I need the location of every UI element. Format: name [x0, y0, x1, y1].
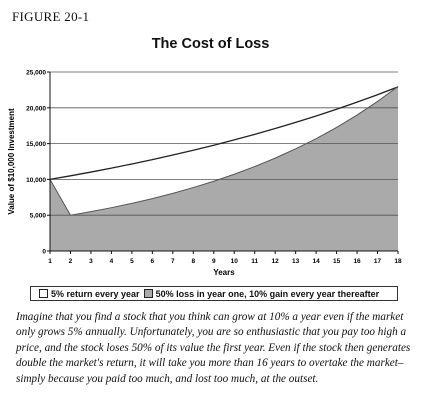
- y-tick-label: 15,000: [26, 141, 46, 148]
- x-tick-label: 6: [151, 258, 155, 265]
- legend-swatch-loss: [143, 289, 153, 298]
- caption: Imagine that you find a stock that you t…: [16, 311, 411, 385]
- chart-title: The Cost of Loss: [151, 36, 270, 52]
- y-tick-label: 20,000: [26, 105, 46, 112]
- figure-label: FIGURE 20-1: [12, 9, 90, 24]
- y-tick-label: 5,000: [30, 213, 47, 220]
- legend-swatch-5pct: [39, 289, 48, 298]
- x-tick-label: 13: [292, 258, 300, 265]
- x-tick-label: 8: [191, 258, 195, 265]
- y-tick-label: 25,000: [26, 70, 46, 77]
- area-5pct-series: [50, 86, 398, 216]
- y-axis-label: Value of $10,000 Investment: [7, 108, 16, 215]
- area-loss-series: [50, 86, 398, 252]
- x-tick-label: 11: [251, 258, 258, 265]
- x-tick-label: 7: [171, 258, 175, 265]
- legend: 5% return every year 50% loss in year on…: [30, 286, 398, 301]
- x-tick-label: 12: [272, 258, 280, 265]
- y-tick-label: 0: [42, 249, 46, 256]
- x-axis-label: Years: [213, 268, 235, 277]
- x-tick-label: 15: [333, 258, 341, 265]
- x-tick-label: 2: [69, 258, 73, 265]
- x-tick-label: 16: [353, 258, 361, 265]
- line-loss-series: [49, 86, 399, 216]
- x-tick-label: 3: [89, 258, 93, 265]
- x-tick-label: 14: [313, 258, 321, 265]
- y-tick-label: 10,000: [26, 177, 46, 184]
- line-5pct-series: [49, 86, 399, 181]
- x-tick-label: 4: [110, 258, 114, 265]
- legend-label-5pct: 5% return every year: [51, 288, 140, 299]
- x-tick-label: 17: [374, 258, 382, 265]
- x-tick-label: 9: [212, 258, 216, 265]
- x-tick-label: 18: [394, 258, 402, 265]
- x-tick-label: 5: [130, 258, 134, 265]
- x-tick-label: 10: [231, 258, 239, 265]
- x-tick-label: 1: [48, 258, 52, 265]
- legend-label-loss: 50% loss in year one, 10% gain every yea…: [155, 288, 380, 299]
